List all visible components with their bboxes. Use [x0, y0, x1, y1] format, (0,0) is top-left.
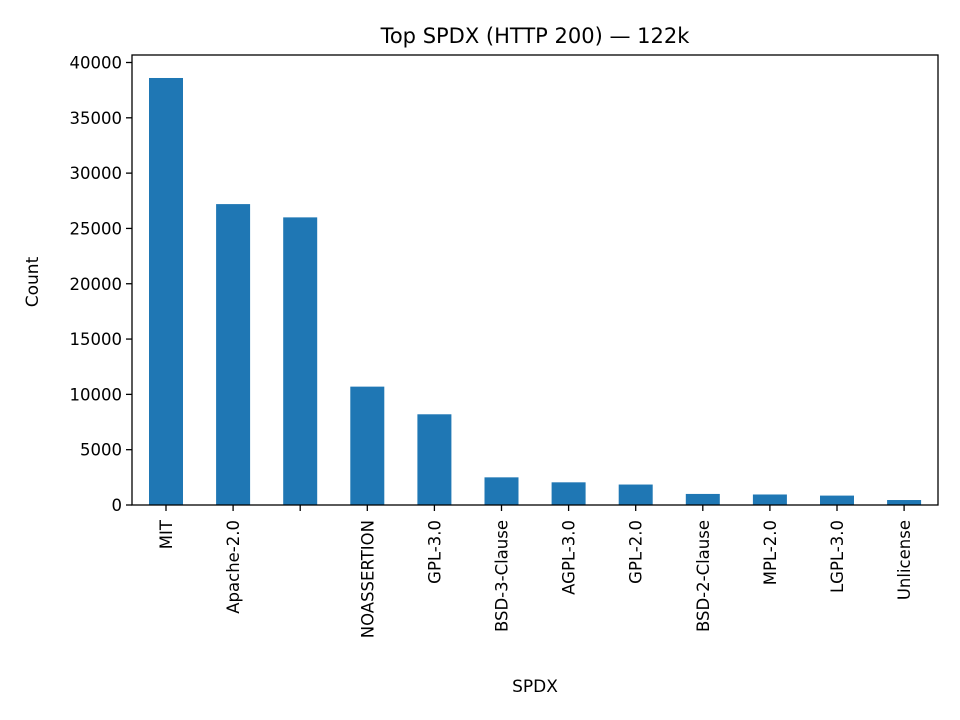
bar-unlicense	[887, 500, 922, 505]
y-tick-label: 40000	[70, 54, 123, 73]
bar-mpl-2-0	[752, 494, 787, 505]
x-tick-label: MIT	[157, 519, 176, 549]
bar-lgpl-3-0	[820, 495, 854, 505]
bar-agpl-3-0	[551, 482, 586, 505]
x-tick-label: Unlicense	[895, 520, 914, 600]
bar-gpl-2-0	[618, 484, 653, 505]
x-tick-label: BSD-3-Clause	[493, 520, 512, 632]
x-axis-label: SPDX	[512, 677, 558, 697]
plot-frame	[131, 54, 939, 506]
y-axis: 0 5000 10000 15000 20000 25000 30000 35000 40000	[70, 54, 132, 515]
x-tick-label: AGPL-3.0	[560, 520, 579, 595]
x-tick-label: BSD-2-Clause	[694, 520, 713, 632]
x-tick-label: LGPL-3.0	[828, 520, 847, 593]
x-tick-label: GPL-3.0	[425, 520, 444, 584]
y-tick-label: 15000	[70, 330, 123, 349]
x-axis: MIT Apache-2.0 NOASSERTION GPL-3.0 BSD-3-Cla…	[157, 505, 914, 638]
bar-bsd-3-clause	[484, 477, 519, 505]
bar-blank	[283, 217, 318, 505]
y-tick-label: 0	[112, 496, 123, 515]
y-tick-label: 10000	[70, 385, 123, 404]
bar-noassertion	[350, 386, 385, 505]
y-tick-label: 25000	[70, 219, 123, 238]
x-tick-label: MPL-2.0	[761, 520, 780, 585]
chart-title: Top SPDX (HTTP 200) — 122k	[380, 24, 691, 48]
y-tick-label: 5000	[80, 441, 122, 460]
bar-gpl-3-0	[417, 414, 452, 505]
x-tick-label: GPL-2.0	[627, 520, 646, 584]
bar-apache-2-0	[216, 204, 251, 505]
bar-bsd-2-clause	[685, 493, 720, 505]
bar-mit	[149, 77, 183, 506]
y-tick-label: 20000	[70, 275, 123, 294]
x-tick-label: NOASSERTION	[358, 520, 377, 638]
x-tick-label: Apache-2.0	[224, 520, 243, 614]
y-tick-label: 30000	[70, 164, 123, 183]
bars	[149, 77, 922, 506]
y-axis-label: Count	[23, 256, 43, 307]
y-tick-label: 35000	[70, 109, 123, 128]
